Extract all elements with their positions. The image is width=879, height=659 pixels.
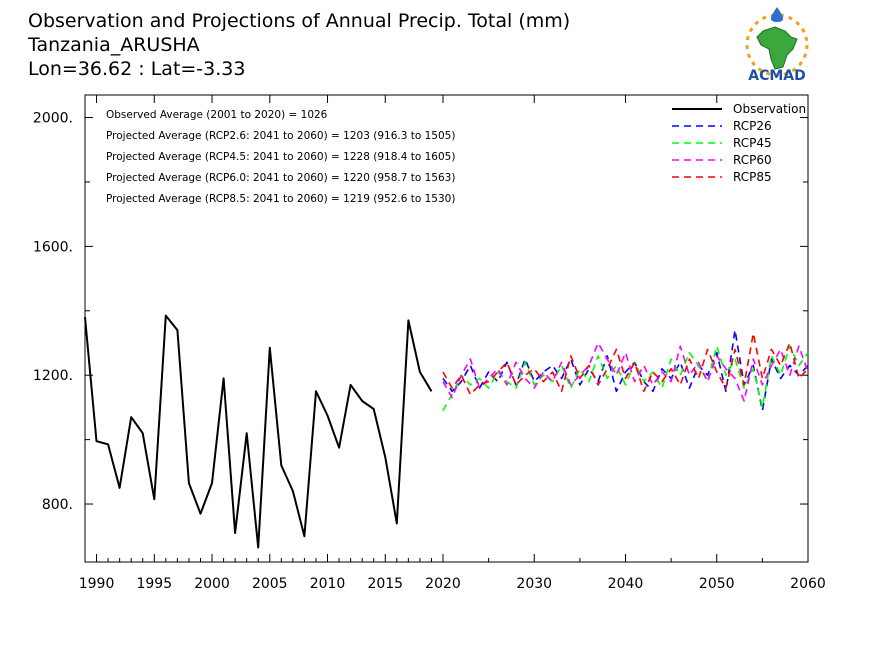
x-tick-label: 1990	[79, 576, 115, 592]
series-line-rcp45	[442, 345, 809, 411]
legend-label-rcp60: RCP60	[733, 153, 772, 167]
series-line-observation	[84, 314, 433, 549]
location-coordinates: Lon=36.62 : Lat=-3.33	[28, 58, 245, 80]
summary-rcp85: Projected Average (RCP8.5: 2041 to 2060)…	[106, 193, 455, 205]
summary-observed: Observed Average (2001 to 2020) = 1026	[106, 109, 328, 121]
africa-shape-icon	[756, 26, 798, 70]
y-tick-label: 1600.	[33, 239, 73, 255]
summary-rcp60: Projected Average (RCP6.0: 2041 to 2060)…	[106, 172, 455, 184]
y-tick-label: 2000.	[33, 111, 73, 127]
series-line-rcp26	[442, 329, 809, 412]
axis-ticks	[85, 95, 809, 562]
series-layer	[84, 314, 809, 549]
x-tick-label: 2010	[310, 576, 346, 592]
acmad-logo: ACMAD	[745, 7, 809, 84]
x-tick-label: 2030	[516, 576, 552, 592]
legend-label-rcp26: RCP26	[733, 119, 772, 133]
x-tick-label: 2050	[699, 576, 735, 592]
summary-rcp45: Projected Average (RCP4.5: 2041 to 2060)…	[106, 151, 455, 163]
plot-frame	[84, 94, 809, 563]
x-tick-label: 2040	[608, 576, 644, 592]
x-tick-label: 2000	[194, 576, 230, 592]
legend-label-rcp85: RCP85	[733, 170, 772, 184]
location-name: Tanzania_ARUSHA	[27, 34, 200, 56]
summary-annotations: Observed Average (2001 to 2020) = 1026 P…	[106, 109, 455, 205]
y-tick-label: 800.	[42, 497, 73, 513]
x-tick-label: 2060	[790, 576, 826, 592]
x-tick-label: 2005	[252, 576, 288, 592]
legend-label-observation: Observation	[733, 102, 806, 116]
series-line-rcp85	[442, 332, 809, 396]
summary-rcp26: Projected Average (RCP2.6: 2041 to 2060)…	[106, 130, 455, 142]
sun-rays	[745, 13, 809, 77]
logo-text: ACMAD	[748, 68, 806, 84]
legend: Observation RCP26 RCP45 RCP60 RCP85	[672, 102, 806, 184]
x-axis-labels: 1990 1995 2000 2005 2010 2015 2020 2030 2040 2050…	[79, 576, 826, 592]
water-drop-icon	[771, 7, 783, 22]
x-tick-label: 1995	[136, 576, 172, 592]
y-axis-labels: 800. 1200. 1600. 2000.	[33, 111, 73, 513]
x-tick-label: 2020	[425, 576, 461, 592]
legend-label-rcp45: RCP45	[733, 136, 772, 150]
x-tick-label: 2015	[367, 576, 403, 592]
y-tick-label: 1200.	[33, 368, 73, 384]
chart-title: Observation and Projections of Annual Pr…	[28, 10, 570, 32]
